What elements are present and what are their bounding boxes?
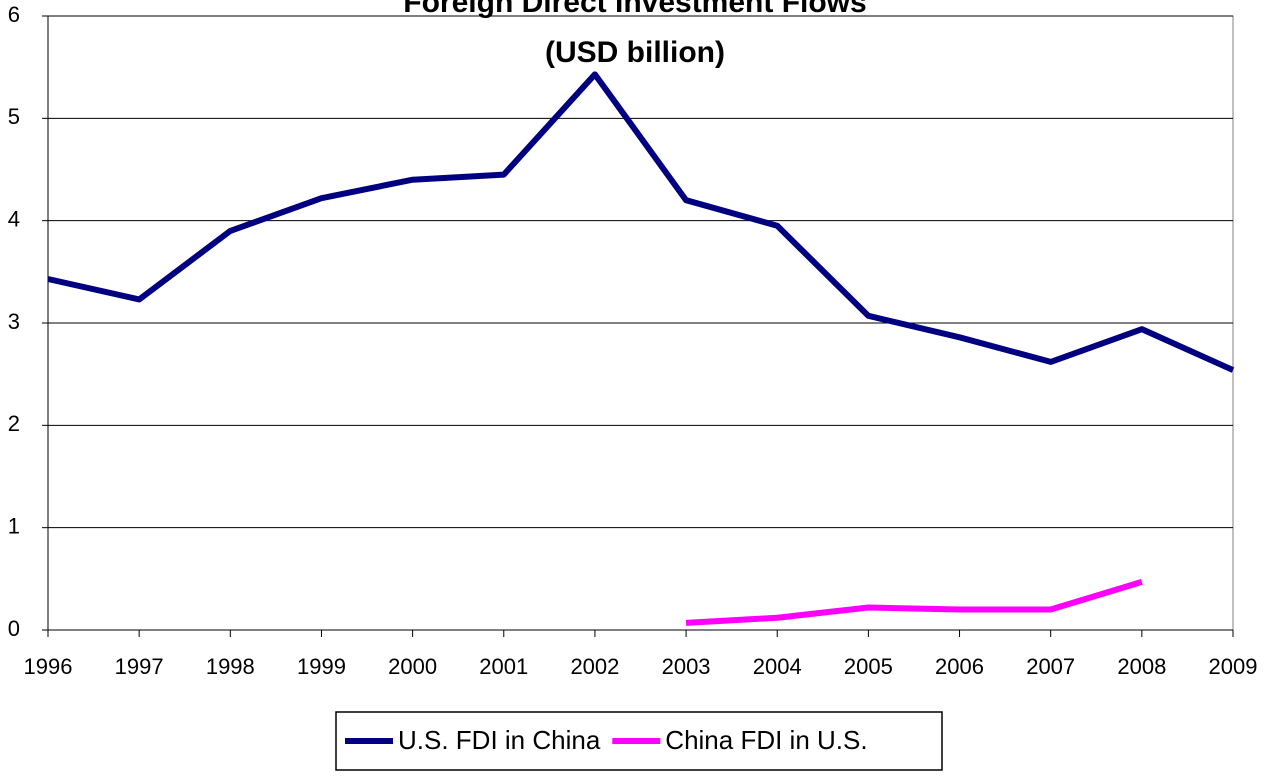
y-tick-label: 1 (8, 513, 20, 538)
legend-label: China FDI in U.S. (665, 725, 867, 755)
x-tick-label: 2001 (479, 654, 528, 679)
y-tick-label: 4 (8, 206, 20, 231)
x-tick-label: 2008 (1117, 654, 1166, 679)
x-tick-label: 2006 (935, 654, 984, 679)
legend-label: U.S. FDI in China (398, 725, 601, 755)
x-tick-label: 2002 (570, 654, 619, 679)
x-tick-label: 2004 (753, 654, 802, 679)
x-tick-label: 2007 (1026, 654, 1075, 679)
x-tick-label: 1998 (206, 654, 255, 679)
x-tick-label: 2003 (662, 654, 711, 679)
legend: U.S. FDI in China China FDI in U.S. (335, 711, 943, 771)
y-tick-label: 6 (8, 2, 20, 27)
x-tick-label: 2000 (388, 654, 437, 679)
x-tick-label: 2009 (1209, 654, 1258, 679)
chart-title: Foreign Direct Investment Flows (403, 0, 866, 19)
x-tick-label: 1997 (115, 654, 164, 679)
series-line (47, 71, 1235, 373)
x-tick-label: 1999 (297, 654, 346, 679)
series-line (685, 579, 1143, 626)
x-tick-label: 1996 (24, 654, 73, 679)
x-tick-label: 2005 (844, 654, 893, 679)
chart-title: (USD billion) (545, 36, 725, 69)
y-tick-label: 0 (8, 616, 20, 641)
y-tick-label: 5 (8, 104, 20, 129)
y-tick-label: 3 (8, 309, 20, 334)
y-tick-label: 2 (8, 411, 20, 436)
